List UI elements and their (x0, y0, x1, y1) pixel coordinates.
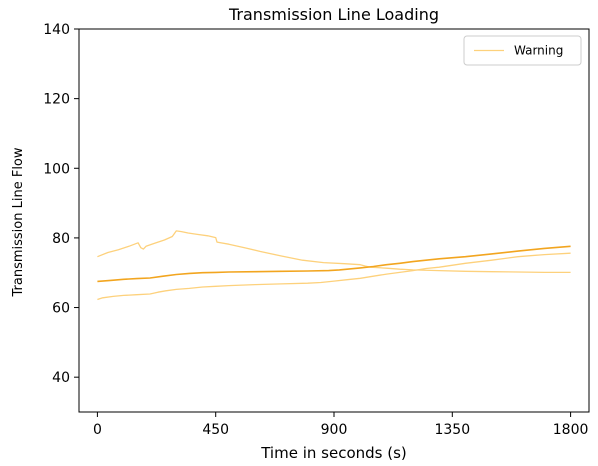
x-tick-label: 1350 (434, 422, 470, 438)
x-tick-label: 1800 (553, 422, 589, 438)
y-tick-label: 140 (43, 22, 70, 38)
y-tick-label: 100 (43, 161, 70, 177)
legend-label-warning: Warning (514, 44, 563, 58)
chart-title: Transmission Line Loading (228, 5, 439, 24)
y-tick-label: 80 (52, 231, 70, 247)
series-line-3 (97, 252, 571, 301)
series-layer (97, 230, 571, 301)
x-tick-label: 900 (321, 422, 348, 438)
y-tick-label: 120 (43, 92, 70, 108)
plot-area-frame (78, 28, 590, 413)
x-axis-label: Time in seconds (s) (260, 444, 407, 462)
legend-box (463, 35, 582, 66)
x-axis: 0 450 900 1350 1800 (93, 412, 588, 438)
y-tick-label: 40 (52, 370, 70, 386)
x-tick-label: 0 (93, 422, 102, 438)
y-axis-label: Transmission Line Flow (11, 147, 26, 297)
series-line-1 (97, 230, 571, 274)
series-line-2 (97, 245, 571, 283)
y-tick-label: 60 (52, 301, 70, 317)
legend: Warning (463, 35, 582, 66)
x-tick-label: 450 (202, 422, 229, 438)
y-axis: 40 60 80 100 120 140 (43, 22, 79, 386)
